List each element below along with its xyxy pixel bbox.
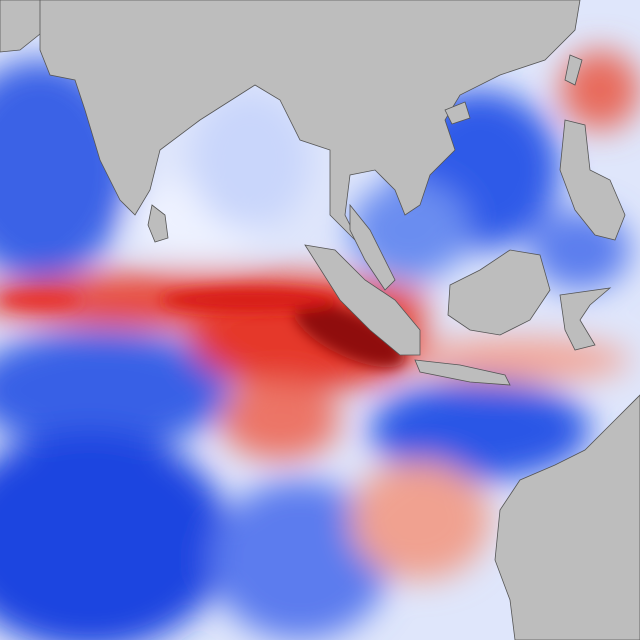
borneo xyxy=(447,249,551,336)
sulawesi xyxy=(559,287,612,351)
india-asia xyxy=(39,0,581,246)
sumatra xyxy=(304,244,421,356)
hainan xyxy=(444,101,471,125)
australia xyxy=(494,394,640,640)
taiwan xyxy=(564,54,583,86)
java xyxy=(414,359,511,386)
sri-lanka xyxy=(147,204,169,243)
anomaly-core xyxy=(0,288,406,368)
malay-peninsula xyxy=(349,203,396,291)
philippines xyxy=(559,119,626,241)
